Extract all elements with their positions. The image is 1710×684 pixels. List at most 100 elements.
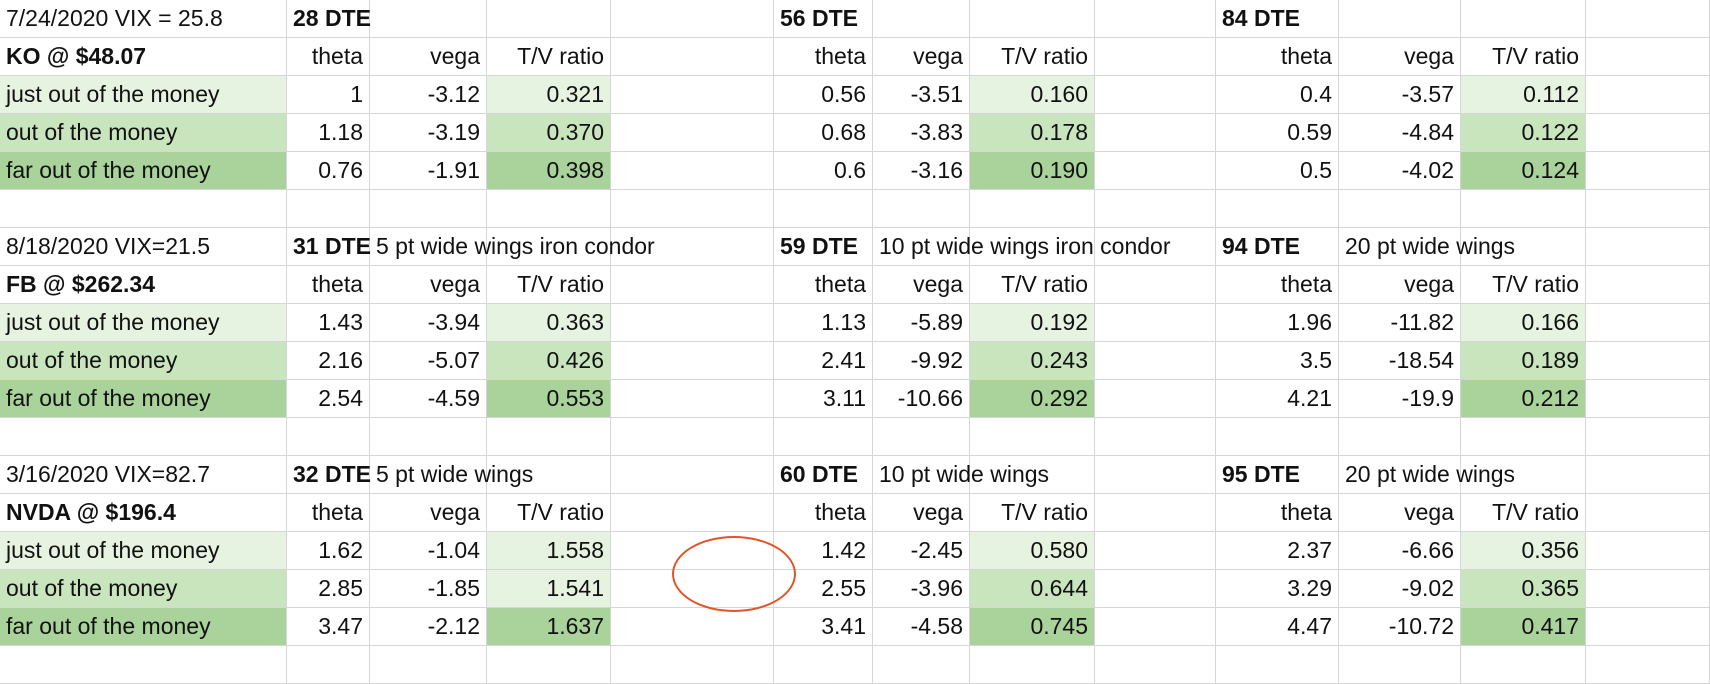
grid-cell[interactable] xyxy=(611,114,774,152)
grid-cell[interactable] xyxy=(287,418,370,456)
grid-cell[interactable] xyxy=(873,0,970,38)
grid-cell[interactable] xyxy=(611,494,774,532)
ratio-value[interactable]: 1.637 xyxy=(487,608,611,646)
vega-value[interactable]: -9.02 xyxy=(1339,570,1461,608)
ratio-value[interactable]: 1.558 xyxy=(487,532,611,570)
theta-value[interactable]: 0.56 xyxy=(774,76,873,114)
vega-value[interactable]: -3.83 xyxy=(873,114,970,152)
grid-cell[interactable] xyxy=(1095,646,1216,684)
grid-cell[interactable] xyxy=(1461,418,1586,456)
vega-value[interactable]: -2.12 xyxy=(370,608,487,646)
theta-value[interactable]: 1.96 xyxy=(1216,304,1339,342)
grid-cell[interactable] xyxy=(1095,266,1216,304)
ratio-value[interactable]: 0.243 xyxy=(970,342,1095,380)
vega-value[interactable]: -3.57 xyxy=(1339,76,1461,114)
grid-cell[interactable] xyxy=(370,646,487,684)
theta-value[interactable]: 4.21 xyxy=(1216,380,1339,418)
grid-cell[interactable] xyxy=(0,418,287,456)
grid-cell[interactable] xyxy=(1095,570,1216,608)
grid-cell[interactable] xyxy=(611,646,774,684)
ratio-value[interactable]: 0.644 xyxy=(970,570,1095,608)
ratio-value[interactable]: 0.417 xyxy=(1461,608,1586,646)
theta-value[interactable]: 1.43 xyxy=(287,304,370,342)
grid-cell[interactable] xyxy=(611,532,774,570)
grid-cell[interactable] xyxy=(611,0,774,38)
theta-value[interactable]: 0.59 xyxy=(1216,114,1339,152)
grid-cell[interactable] xyxy=(370,418,487,456)
ratio-value[interactable]: 0.160 xyxy=(970,76,1095,114)
grid-cell[interactable] xyxy=(1095,190,1216,228)
grid-cell[interactable] xyxy=(0,190,287,228)
ratio-value[interactable]: 0.370 xyxy=(487,114,611,152)
ratio-value[interactable]: 0.426 xyxy=(487,342,611,380)
theta-value[interactable]: 2.37 xyxy=(1216,532,1339,570)
grid-cell[interactable] xyxy=(370,0,487,38)
ratio-value[interactable]: 0.363 xyxy=(487,304,611,342)
ratio-value[interactable]: 0.178 xyxy=(970,114,1095,152)
ratio-value[interactable]: 0.365 xyxy=(1461,570,1586,608)
grid-cell[interactable] xyxy=(1095,304,1216,342)
ratio-value[interactable]: 0.398 xyxy=(487,152,611,190)
theta-value[interactable]: 0.68 xyxy=(774,114,873,152)
grid-cell[interactable] xyxy=(970,418,1095,456)
grid-cell[interactable] xyxy=(1095,380,1216,418)
vega-value[interactable]: -1.91 xyxy=(370,152,487,190)
grid-cell[interactable] xyxy=(1095,152,1216,190)
ratio-value[interactable]: 0.112 xyxy=(1461,76,1586,114)
ratio-value[interactable]: 0.745 xyxy=(970,608,1095,646)
grid-cell[interactable] xyxy=(970,0,1095,38)
ratio-value[interactable]: 0.292 xyxy=(970,380,1095,418)
grid-cell[interactable] xyxy=(611,190,774,228)
grid-cell[interactable] xyxy=(1216,190,1339,228)
grid-cell[interactable] xyxy=(1095,342,1216,380)
vega-value[interactable]: -3.19 xyxy=(370,114,487,152)
grid-cell[interactable] xyxy=(1586,266,1710,304)
grid-cell[interactable] xyxy=(611,76,774,114)
grid-cell[interactable] xyxy=(611,38,774,76)
grid-cell[interactable] xyxy=(611,608,774,646)
theta-value[interactable]: 0.4 xyxy=(1216,76,1339,114)
theta-value[interactable]: 1.18 xyxy=(287,114,370,152)
vega-value[interactable]: -6.66 xyxy=(1339,532,1461,570)
vega-value[interactable]: -3.12 xyxy=(370,76,487,114)
grid-cell[interactable] xyxy=(970,190,1095,228)
grid-cell[interactable] xyxy=(1216,646,1339,684)
grid-cell[interactable] xyxy=(611,418,774,456)
grid-cell[interactable] xyxy=(1461,646,1586,684)
ratio-value[interactable]: 0.553 xyxy=(487,380,611,418)
theta-value[interactable]: 3.41 xyxy=(774,608,873,646)
ratio-value[interactable]: 0.122 xyxy=(1461,114,1586,152)
grid-cell[interactable] xyxy=(1339,190,1461,228)
theta-value[interactable]: 1 xyxy=(287,76,370,114)
grid-cell[interactable] xyxy=(873,418,970,456)
grid-cell[interactable] xyxy=(1339,646,1461,684)
grid-cell[interactable] xyxy=(1461,190,1586,228)
vega-value[interactable]: -11.82 xyxy=(1339,304,1461,342)
vega-value[interactable]: -2.45 xyxy=(873,532,970,570)
vega-value[interactable]: -1.85 xyxy=(370,570,487,608)
grid-cell[interactable] xyxy=(1095,494,1216,532)
vega-value[interactable]: -4.02 xyxy=(1339,152,1461,190)
ratio-value[interactable]: 0.189 xyxy=(1461,342,1586,380)
grid-cell[interactable] xyxy=(487,418,611,456)
grid-cell[interactable] xyxy=(1586,418,1710,456)
vega-value[interactable]: -1.04 xyxy=(370,532,487,570)
grid-cell[interactable] xyxy=(1461,0,1586,38)
vega-value[interactable]: -3.94 xyxy=(370,304,487,342)
grid-cell[interactable] xyxy=(1586,190,1710,228)
grid-cell[interactable] xyxy=(611,266,774,304)
grid-cell[interactable] xyxy=(1586,342,1710,380)
ratio-value[interactable]: 0.124 xyxy=(1461,152,1586,190)
grid-cell[interactable] xyxy=(1586,76,1710,114)
theta-value[interactable]: 1.42 xyxy=(774,532,873,570)
grid-cell[interactable] xyxy=(611,304,774,342)
grid-cell[interactable] xyxy=(1095,38,1216,76)
ratio-value[interactable]: 0.192 xyxy=(970,304,1095,342)
grid-cell[interactable] xyxy=(1586,152,1710,190)
grid-cell[interactable] xyxy=(1339,418,1461,456)
grid-cell[interactable] xyxy=(487,646,611,684)
grid-cell[interactable] xyxy=(370,190,487,228)
grid-cell[interactable] xyxy=(611,342,774,380)
grid-cell[interactable] xyxy=(287,190,370,228)
grid-cell[interactable] xyxy=(1095,114,1216,152)
